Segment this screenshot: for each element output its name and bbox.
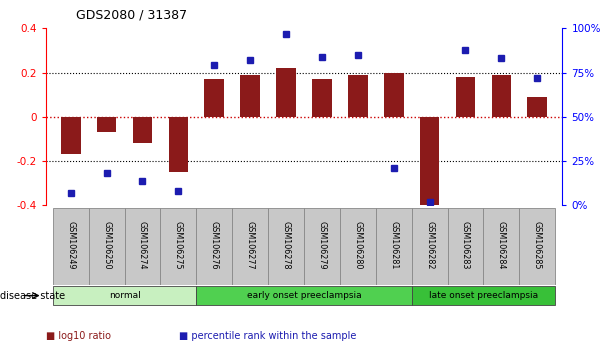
Text: ■ log10 ratio: ■ log10 ratio [46, 331, 111, 341]
Bar [348, 75, 368, 117]
Bar [312, 79, 332, 117]
FancyBboxPatch shape [268, 208, 304, 285]
Text: normal: normal [109, 291, 140, 300]
Text: late onset preeclampsia: late onset preeclampsia [429, 291, 538, 300]
Text: GSM106250: GSM106250 [102, 221, 111, 269]
Text: early onset preeclampsia: early onset preeclampsia [247, 291, 361, 300]
FancyBboxPatch shape [483, 208, 519, 285]
FancyBboxPatch shape [412, 208, 447, 285]
FancyBboxPatch shape [53, 208, 89, 285]
Text: GSM106283: GSM106283 [461, 221, 470, 269]
Bar [204, 79, 224, 117]
FancyBboxPatch shape [89, 208, 125, 285]
FancyBboxPatch shape [447, 208, 483, 285]
Bar [455, 77, 475, 117]
Text: GSM106284: GSM106284 [497, 221, 506, 269]
Text: GDS2080 / 31387: GDS2080 / 31387 [76, 8, 187, 21]
FancyBboxPatch shape [304, 208, 340, 285]
Text: GSM106280: GSM106280 [353, 221, 362, 269]
FancyBboxPatch shape [196, 286, 412, 305]
Text: GSM106279: GSM106279 [317, 221, 326, 269]
Bar [97, 117, 117, 132]
Bar [420, 117, 440, 210]
Bar [384, 73, 404, 117]
Text: GSM106282: GSM106282 [425, 221, 434, 269]
FancyBboxPatch shape [161, 208, 196, 285]
Bar [276, 68, 296, 117]
Text: disease state: disease state [0, 291, 65, 301]
FancyBboxPatch shape [232, 208, 268, 285]
Bar [168, 117, 188, 172]
FancyBboxPatch shape [125, 208, 161, 285]
Text: ■ percentile rank within the sample: ■ percentile rank within the sample [179, 331, 357, 341]
FancyBboxPatch shape [196, 208, 232, 285]
Bar [491, 75, 511, 117]
Text: GSM106274: GSM106274 [138, 221, 147, 269]
Text: GSM106278: GSM106278 [282, 221, 291, 269]
Text: GSM106285: GSM106285 [533, 221, 542, 269]
Text: GSM106275: GSM106275 [174, 221, 183, 269]
Bar [61, 117, 81, 154]
Text: GSM106277: GSM106277 [246, 221, 255, 269]
FancyBboxPatch shape [53, 286, 196, 305]
FancyBboxPatch shape [519, 208, 555, 285]
Text: GSM106249: GSM106249 [66, 221, 75, 269]
FancyBboxPatch shape [376, 208, 412, 285]
FancyBboxPatch shape [412, 286, 555, 305]
Text: GSM106281: GSM106281 [389, 221, 398, 269]
FancyBboxPatch shape [340, 208, 376, 285]
Bar [133, 117, 153, 143]
Bar [527, 97, 547, 117]
Bar [240, 75, 260, 117]
Text: GSM106276: GSM106276 [210, 221, 219, 269]
